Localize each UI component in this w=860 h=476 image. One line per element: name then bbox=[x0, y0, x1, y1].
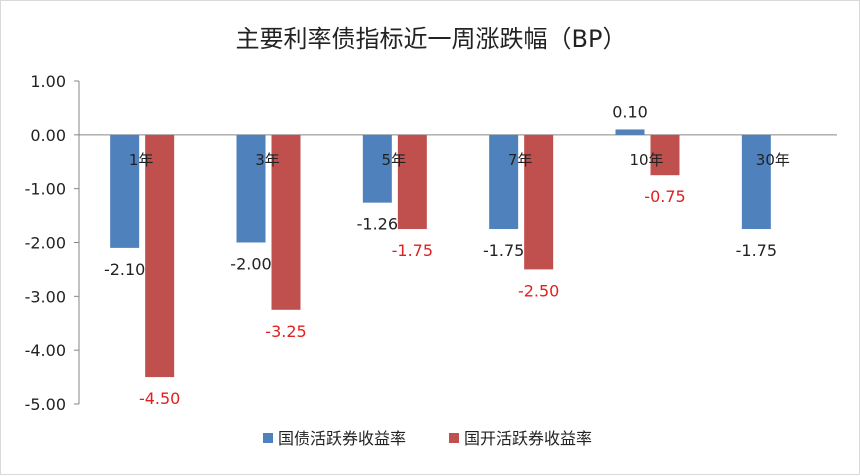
data-label: -2.50 bbox=[518, 281, 559, 300]
data-label: 0.10 bbox=[612, 102, 648, 121]
data-label: -2.10 bbox=[104, 260, 145, 279]
y-tick-label: 1.00 bbox=[30, 72, 66, 91]
data-label: -2.00 bbox=[230, 255, 271, 274]
category-label: 1年 bbox=[129, 151, 154, 169]
bars bbox=[110, 129, 771, 378]
legend-label: 国开活跃券收益率 bbox=[464, 429, 592, 448]
y-tick-label: -2.00 bbox=[25, 234, 66, 253]
y-tick-label: 0.00 bbox=[30, 126, 66, 145]
legend: 国债活跃券收益率 国开活跃券收益率 bbox=[263, 429, 592, 448]
data-label: -1.75 bbox=[392, 241, 433, 260]
bar-guokai bbox=[271, 134, 301, 310]
data-label: -4.50 bbox=[139, 389, 180, 408]
y-tick-label: -4.00 bbox=[25, 341, 66, 360]
category-label: 30年 bbox=[756, 151, 790, 169]
legend-swatch bbox=[263, 433, 273, 443]
y-axis: 1.00 0.00 -1.00 -2.00 -3.00 -4.00 -5.00 bbox=[25, 72, 837, 414]
data-label: -1.75 bbox=[736, 241, 777, 260]
bar-guozhai bbox=[236, 134, 266, 243]
category-label: 7年 bbox=[508, 151, 533, 169]
data-label: -1.75 bbox=[483, 241, 524, 260]
category-label: 5年 bbox=[382, 151, 407, 169]
legend-label: 国债活跃券收益率 bbox=[278, 429, 406, 448]
bar-guokai bbox=[524, 134, 554, 270]
bar-guokai bbox=[145, 134, 175, 378]
bar-guozhai bbox=[741, 134, 771, 230]
y-tick-label: -1.00 bbox=[25, 180, 66, 199]
bar-guokai bbox=[397, 134, 427, 230]
bar-guozhai bbox=[110, 134, 140, 248]
category-label: 3年 bbox=[255, 151, 280, 169]
data-label: -3.25 bbox=[265, 322, 306, 341]
bar-guozhai bbox=[489, 134, 519, 230]
data-labels: -2.10 -4.50 -2.00 -3.25 -1.26 -1.75 -1.75 -2.50… bbox=[104, 102, 777, 408]
chart-title: 主要利率债指标近一周涨跌幅（BP） bbox=[236, 25, 627, 53]
data-label: -0.75 bbox=[644, 187, 685, 206]
bar-guozhai bbox=[615, 129, 645, 135]
category-label: 10年 bbox=[629, 151, 663, 169]
data-label: -1.26 bbox=[357, 215, 398, 234]
y-tick-label: -5.00 bbox=[25, 395, 66, 414]
y-tick-label: -3.00 bbox=[25, 287, 66, 306]
category-labels: 1年 3年 5年 7年 10年 30年 bbox=[129, 151, 790, 169]
bar-guokai bbox=[650, 134, 680, 176]
bar-guozhai bbox=[362, 134, 392, 203]
legend-swatch bbox=[449, 433, 459, 443]
